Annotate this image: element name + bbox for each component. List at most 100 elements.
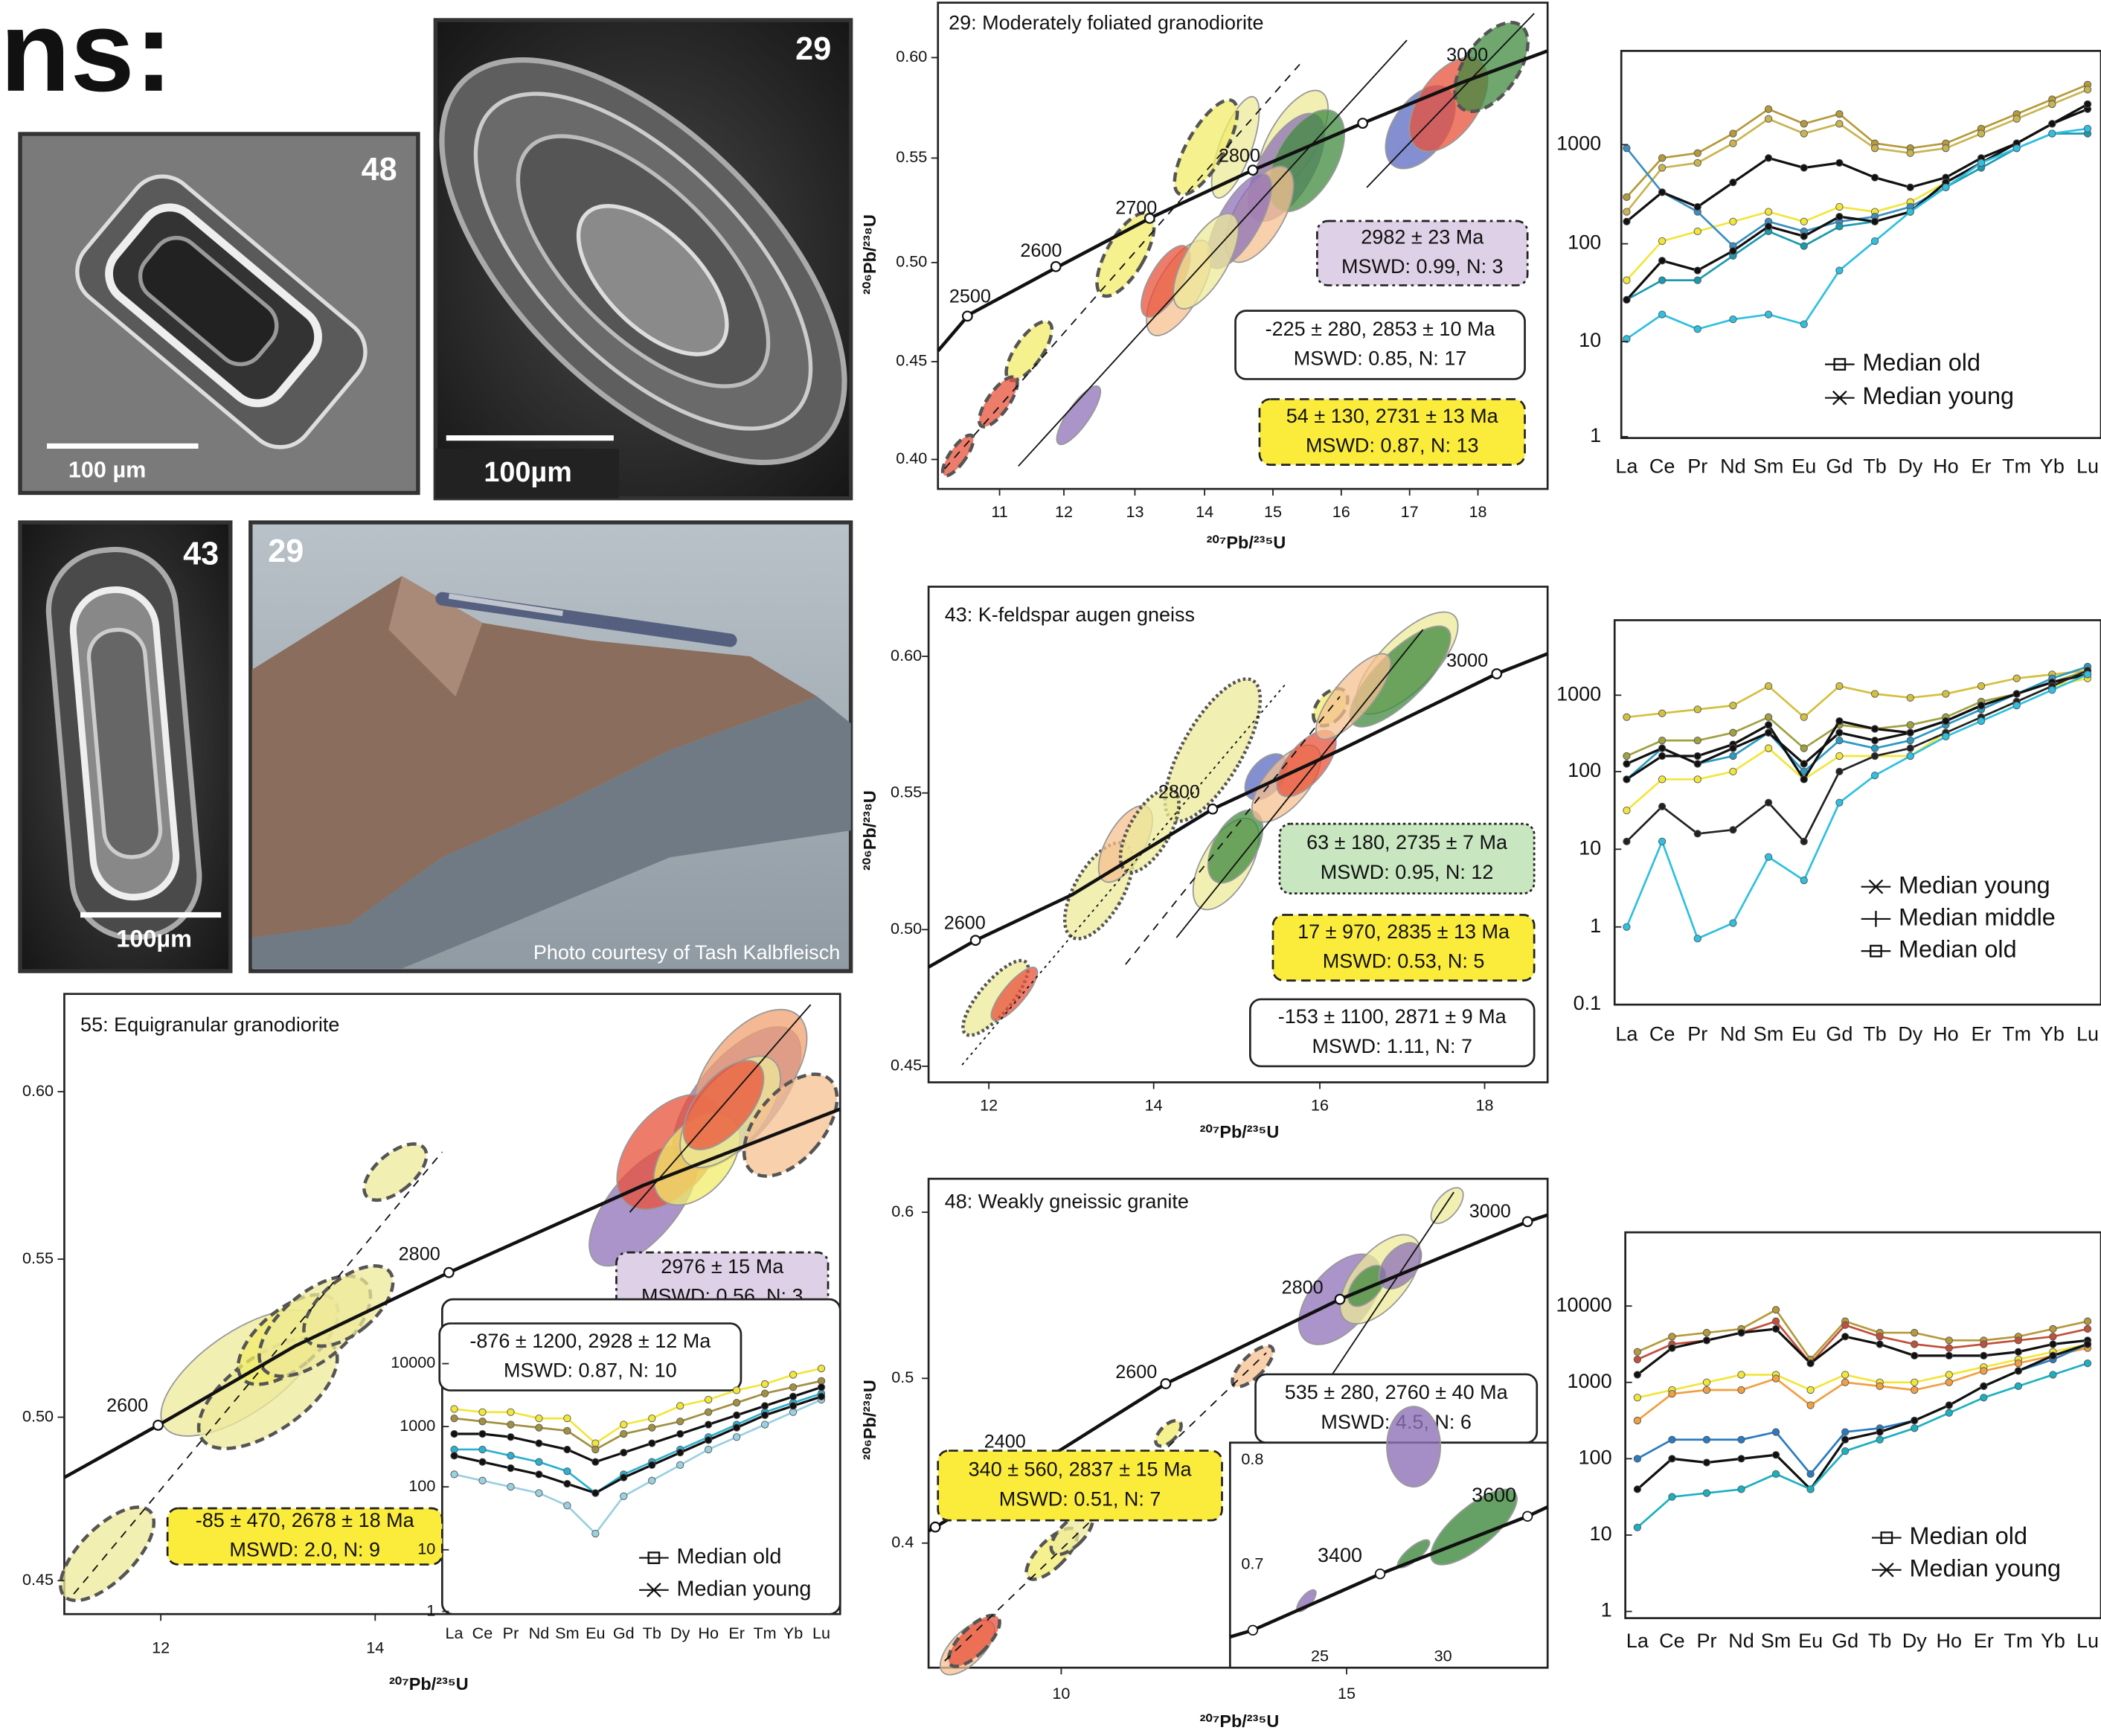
ree-point (649, 1461, 655, 1468)
ree-point (620, 1474, 627, 1481)
ree-point (1946, 1345, 1952, 1351)
y-axis-label: ²⁰⁶Pb/²³⁸U (860, 1380, 879, 1460)
y-tick-label: 100 (1568, 759, 1601, 781)
ree-point (1841, 1333, 1848, 1340)
age-marker (1161, 1379, 1171, 1389)
age-label: 2500 (949, 286, 991, 307)
ree-point (2084, 100, 2091, 107)
ree-point (1836, 768, 1843, 775)
ree-point (1623, 296, 1630, 303)
age-marker (1523, 1217, 1533, 1226)
image-label: 29 (268, 534, 304, 569)
ree-point (592, 1530, 599, 1537)
legend-label: Median young (1909, 1554, 2061, 1581)
ree-point (2050, 1325, 2056, 1332)
annotation-text: MSWD: 0.87, N: 10 (504, 1359, 677, 1381)
x-tick-label: Tm (754, 1624, 777, 1642)
ree-point (705, 1421, 712, 1428)
ree-point (1836, 121, 1843, 127)
ree-point (1871, 752, 1878, 759)
x-tick-label: Yb (783, 1624, 803, 1642)
ree-point (1658, 277, 1665, 284)
ree-point (1876, 1383, 1883, 1389)
x-tick-label: Dy (670, 1624, 690, 1642)
ree-point (564, 1480, 571, 1487)
annotation-text: 535 ± 280, 2760 ± 40 Ma (1285, 1381, 1509, 1403)
y-tick-label: 0.5 (891, 1368, 914, 1386)
x-tick-label: Tb (643, 1624, 661, 1642)
annotation-text: 17 ± 970, 2835 ± 13 Ma (1298, 920, 1510, 943)
age-marker (1492, 669, 1501, 679)
ree-point (2084, 1325, 2091, 1332)
ree-point (1730, 768, 1736, 775)
ree-point (564, 1468, 571, 1475)
ree-point (1841, 1371, 1848, 1378)
ree-point (1943, 717, 1949, 724)
ree-point (1800, 714, 1807, 720)
y-tick-label: 0.55 (22, 1249, 54, 1267)
photo-caption: Photo courtesy of Tash Kalbfleisch (533, 941, 840, 964)
x-tick-label: Pr (503, 1624, 519, 1642)
ree-point (1911, 1341, 1918, 1348)
cl-image-29 (373, 0, 914, 531)
ree-point (1836, 223, 1843, 230)
ree-point (2050, 1333, 2056, 1340)
y-tick-label: 0.45 (896, 351, 927, 370)
x-tick-label: 25 (1311, 1646, 1329, 1665)
image-label: 48 (362, 152, 397, 188)
x-tick-label: Eu (1798, 1630, 1823, 1652)
y-tick-label: 1 (426, 1601, 435, 1619)
ree-point (1669, 1436, 1675, 1443)
ree-point (789, 1371, 796, 1378)
ree-point (1836, 203, 1843, 210)
ree-point (1669, 1333, 1675, 1340)
ree-point (1658, 164, 1665, 171)
ree-point (1946, 1337, 1952, 1344)
x-tick-label: 11 (991, 502, 1007, 521)
ree-point (479, 1409, 486, 1415)
ree-point (1694, 776, 1701, 783)
ree-point (1907, 722, 1914, 728)
scale-bar-label: 100µm (484, 457, 571, 488)
ree-point (1765, 155, 1771, 161)
x-tick-label: Pr (1687, 1023, 1707, 1045)
legend-label: Median old (1909, 1522, 2027, 1549)
ree-point (1634, 1417, 1640, 1423)
figure: ns:48100 µm29100µm43100µm29Photo courtes… (0, 0, 2101, 1736)
ree-point (1738, 1436, 1745, 1443)
ree-point (564, 1415, 571, 1421)
ree-point (1730, 140, 1736, 147)
ree-point (2015, 1348, 2021, 1355)
y-tick-label: 0.50 (896, 252, 927, 271)
age-label: 2800 (1219, 145, 1260, 166)
x-tick-label: Eu (1792, 1023, 1816, 1045)
y-tick-label: 0.4 (891, 1532, 914, 1551)
ree-point (1669, 1345, 1675, 1351)
error-ellipse (1387, 1406, 1440, 1487)
ree-point (2013, 675, 2020, 682)
x-axis-label: ²⁰⁷Pb/²³⁵U (1200, 1711, 1280, 1731)
ree-point (1876, 1429, 1883, 1435)
ree-point (1634, 1486, 1640, 1493)
ree-point (507, 1409, 514, 1415)
ree-point (1694, 737, 1701, 743)
y-tick-label: 0.50 (22, 1406, 54, 1425)
ree-point (507, 1452, 514, 1459)
x-tick-label: Nd (1720, 1023, 1746, 1045)
annotation-text: MSWD: 1.11, N: 7 (1312, 1035, 1472, 1057)
x-tick-label: Ho (1933, 1023, 1959, 1045)
ree-point (1836, 737, 1843, 743)
x-tick-label: Dy (1902, 1630, 1928, 1652)
ree-point (1765, 223, 1771, 230)
ree-point (1907, 694, 1914, 701)
ree-point (1907, 184, 1914, 190)
ree-point (1907, 150, 1914, 156)
ree-point (507, 1421, 514, 1428)
ree-point (649, 1477, 655, 1484)
ree-point (1765, 106, 1771, 112)
x-tick-label: Yb (2040, 1023, 2065, 1045)
ree-point (1738, 1371, 1745, 1378)
y-tick-label: 100 (408, 1476, 435, 1495)
x-tick-label: Tm (2002, 1023, 2031, 1045)
ree-point (1911, 1329, 1918, 1336)
